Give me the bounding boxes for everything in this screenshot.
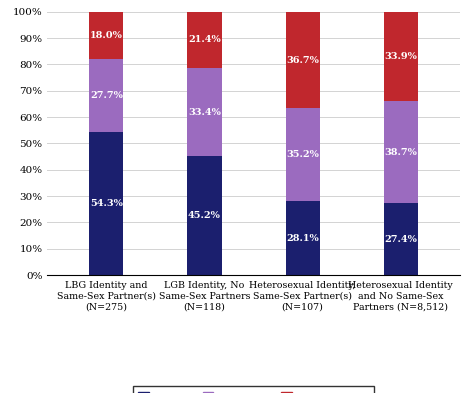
Text: 54.3%: 54.3%: [90, 199, 123, 208]
Text: 35.2%: 35.2%: [286, 150, 319, 159]
Bar: [89, 59, 124, 132]
Text: 45.2%: 45.2%: [188, 211, 221, 220]
Text: 18.0%: 18.0%: [90, 31, 123, 40]
Bar: [187, 68, 222, 156]
Bar: [187, 12, 222, 68]
Bar: [285, 12, 320, 108]
Text: 21.4%: 21.4%: [188, 35, 221, 44]
Legend: Liberal, Moderate, Conservative: Liberal, Moderate, Conservative: [133, 386, 374, 393]
Bar: [89, 132, 124, 275]
Bar: [285, 108, 320, 201]
Text: 33.9%: 33.9%: [384, 52, 417, 61]
Bar: [187, 156, 222, 275]
Text: 38.7%: 38.7%: [384, 147, 417, 156]
Bar: [89, 12, 124, 59]
Text: 33.4%: 33.4%: [188, 108, 221, 117]
Bar: [383, 203, 418, 275]
Text: 28.1%: 28.1%: [286, 233, 319, 242]
Bar: [285, 201, 320, 275]
Text: 36.7%: 36.7%: [286, 55, 319, 64]
Bar: [383, 12, 418, 101]
Text: 27.4%: 27.4%: [384, 235, 417, 244]
Text: 27.7%: 27.7%: [90, 91, 123, 100]
Bar: [383, 101, 418, 203]
